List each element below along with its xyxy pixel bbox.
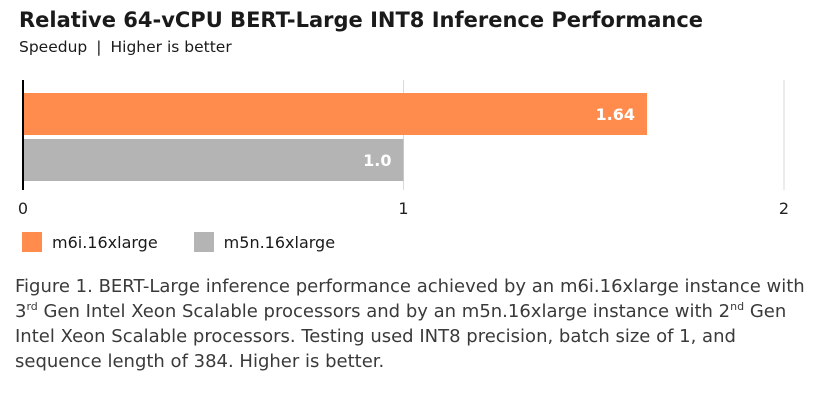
legend-item-m6i: m6i.16xlarge: [22, 232, 158, 252]
subtitle-higher-is-better: Higher is better: [110, 38, 232, 56]
chart-subtitle: Speedup | Higher is better: [19, 38, 232, 56]
subtitle-speedup: Speedup: [19, 38, 88, 56]
chart-legend: m6i.16xlarge m5n.16xlarge: [22, 232, 371, 252]
x-tick-label-0: 0: [18, 199, 28, 218]
figure-caption: Figure 1. BERT-Large inference performan…: [15, 274, 825, 374]
data-label-m5n: 1.0: [363, 151, 391, 170]
chart-title: Relative 64-vCPU BERT-Large INT8 Inferen…: [19, 8, 704, 32]
bar-m5n: [23, 139, 404, 181]
legend-label-m5n: m5n.16xlarge: [223, 232, 336, 252]
caption-part-1: Figure 1. BERT-Large inference performan…: [15, 276, 805, 322]
bar-chart: 1.64 1.0 0 1 2: [18, 80, 789, 218]
data-label-m6i: 1.64: [596, 105, 635, 124]
legend-label-m6i: m6i.16xlarge: [52, 232, 158, 252]
subtitle-separator: |: [96, 38, 102, 56]
caption-part-2: Gen Intel Xeon Scalable processors and b…: [37, 301, 731, 322]
caption-sup-nd: nd: [730, 300, 745, 313]
legend-swatch-m5n: [193, 232, 214, 252]
legend-item-m5n: m5n.16xlarge: [193, 232, 336, 252]
legend-swatch-m6i: [22, 232, 42, 252]
x-tick-label-1: 1: [398, 199, 408, 218]
bar-m6i: [23, 93, 648, 135]
caption-sup-rd: rd: [26, 300, 38, 313]
x-tick-label-2: 2: [779, 199, 789, 218]
caption-part-3: Gen Intel Xeon Scalable processors. Test…: [15, 301, 787, 372]
